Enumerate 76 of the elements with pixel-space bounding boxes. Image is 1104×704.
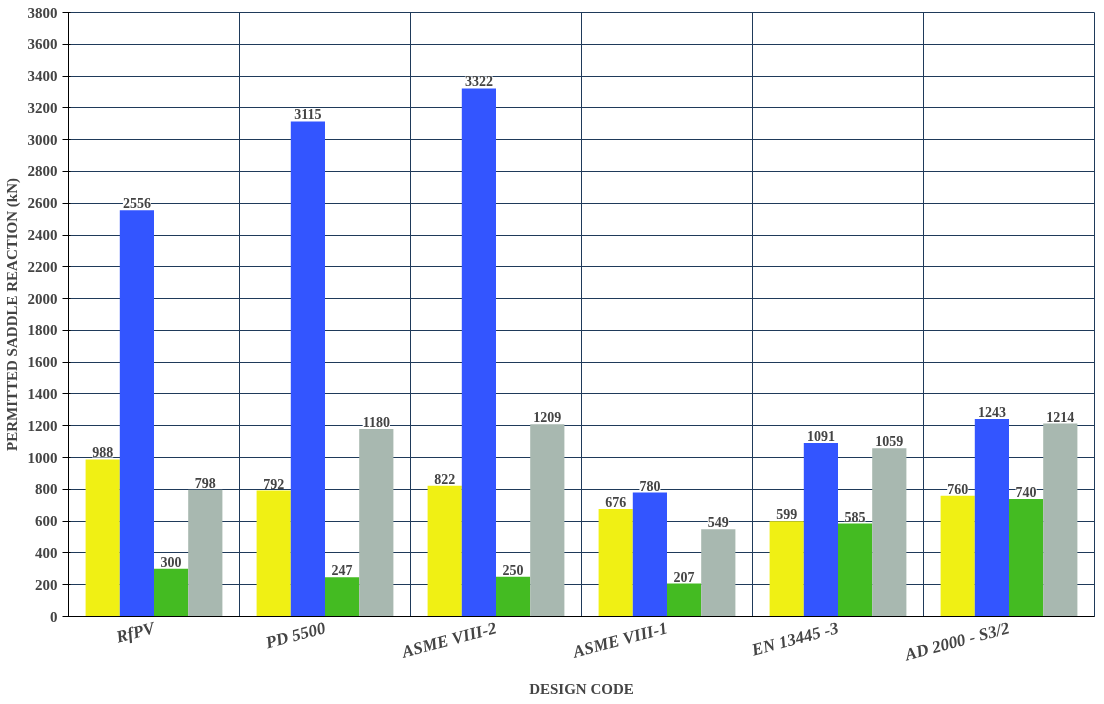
- bar: [632, 492, 667, 617]
- data-label: 3115: [294, 107, 322, 123]
- bar: [872, 448, 907, 617]
- y-tick-label: 3000: [27, 131, 58, 148]
- y-tick-label: 200: [35, 576, 58, 593]
- bar: [290, 121, 325, 617]
- bar: [325, 577, 360, 617]
- data-label: 549: [707, 515, 729, 531]
- data-label: 798: [194, 475, 216, 491]
- y-tick-label: 1600: [27, 354, 58, 371]
- data-label: 1214: [1046, 409, 1075, 425]
- y-tick-label: 1800: [27, 322, 58, 339]
- x-tick-label: PD 5500: [262, 618, 328, 653]
- bar: [701, 529, 736, 617]
- data-label: 1243: [977, 404, 1006, 420]
- bar: [1009, 498, 1044, 617]
- data-label: 760: [947, 481, 969, 497]
- bar: [188, 489, 223, 617]
- bar: [119, 210, 154, 617]
- bar: [359, 428, 394, 617]
- bar: [769, 521, 804, 617]
- y-tick-label: 3400: [27, 68, 58, 85]
- data-label: 676: [605, 495, 627, 511]
- data-label: 3322: [464, 74, 493, 90]
- data-label: 250: [502, 562, 524, 578]
- x-axis-title: DESIGN CODE: [529, 681, 634, 698]
- y-tick-label: 1000: [27, 449, 58, 466]
- bar: [427, 485, 462, 617]
- bar: [85, 459, 120, 617]
- x-tick-label: EN 13445 -3: [748, 618, 841, 660]
- y-tick-label: 2800: [27, 163, 58, 180]
- y-tick-label: 400: [35, 544, 58, 561]
- bar: [461, 88, 496, 617]
- y-tick-label: 2400: [27, 227, 58, 244]
- bar: [803, 443, 838, 617]
- x-tick-label: RfPV: [113, 617, 159, 647]
- x-tick-label: ASME VIII-2: [399, 618, 499, 662]
- bar: [940, 495, 975, 617]
- data-label: 207: [673, 569, 695, 585]
- bar: [974, 418, 1009, 617]
- data-label: 300: [160, 554, 182, 570]
- y-tick-label: 0: [50, 608, 58, 625]
- x-tick-label: AD 2000 - S3/2: [901, 618, 1012, 665]
- bar: [154, 568, 189, 617]
- y-tick-label: 2200: [27, 258, 58, 275]
- data-label: 247: [331, 563, 353, 579]
- data-label: 792: [263, 476, 285, 492]
- y-tick-label: 3800: [27, 4, 58, 21]
- bar: [1043, 423, 1078, 617]
- y-tick-label: 1400: [27, 385, 58, 402]
- data-label: 1059: [875, 434, 904, 450]
- x-tick-label: ASME VIII-1: [570, 618, 670, 662]
- y-axis-title: PERMITTED SADDLE REACTION (kN): [3, 178, 21, 451]
- data-label: 2556: [122, 196, 151, 212]
- data-label: 585: [844, 509, 866, 525]
- bar: [256, 490, 291, 617]
- data-label: 822: [434, 471, 456, 487]
- y-tick-label: 2600: [27, 195, 58, 212]
- bar: [598, 509, 633, 617]
- y-tick-label: 3600: [27, 36, 58, 53]
- bar: [530, 424, 565, 617]
- y-tick-label: 2000: [27, 290, 58, 307]
- data-label: 780: [639, 478, 661, 494]
- data-label: 988: [92, 445, 114, 461]
- y-tick-label: 1200: [27, 417, 58, 434]
- data-label: 1180: [362, 414, 390, 430]
- y-tick-label: 3200: [27, 99, 58, 116]
- bar: [667, 583, 702, 617]
- bar: [496, 576, 531, 617]
- data-label: 740: [1015, 484, 1037, 500]
- data-label: 1091: [806, 429, 835, 445]
- data-label: 599: [776, 507, 798, 523]
- y-tick-label: 800: [35, 481, 58, 498]
- data-label: 1209: [533, 410, 562, 426]
- bar: [838, 523, 873, 617]
- y-tick-label: 600: [35, 513, 58, 530]
